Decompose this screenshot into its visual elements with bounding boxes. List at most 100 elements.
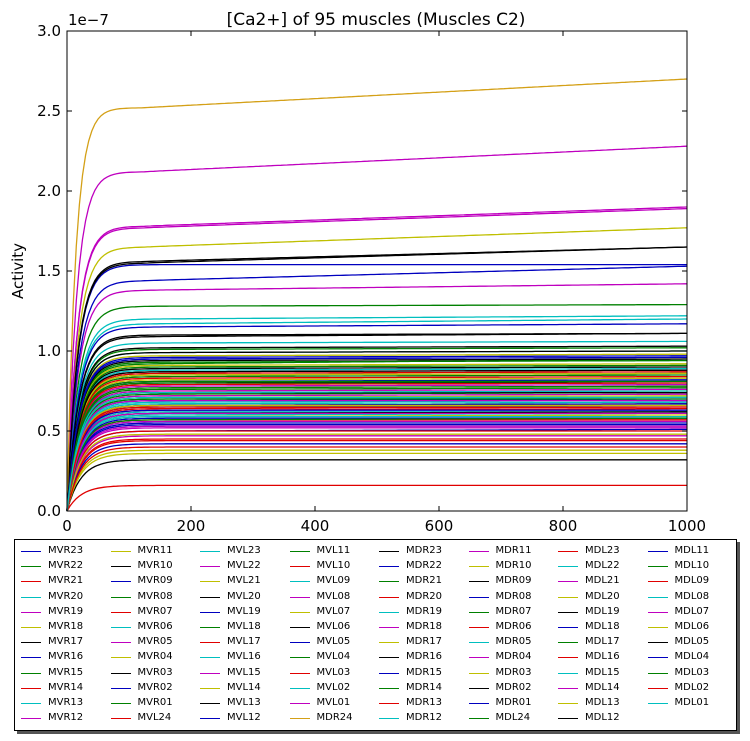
legend-swatch bbox=[21, 566, 41, 568]
legend-label: MDL22 bbox=[585, 560, 620, 572]
series-line-MDR17 bbox=[66, 377, 687, 512]
series-line-MDL07 bbox=[66, 412, 687, 512]
series-line-MDR21 bbox=[66, 374, 687, 512]
series-line-MVL03 bbox=[66, 438, 687, 512]
legend-swatch bbox=[21, 626, 41, 628]
legend-label: MDR18 bbox=[406, 620, 443, 632]
legend-label: MDL20 bbox=[585, 590, 620, 602]
legend-label: MVR23 bbox=[48, 545, 84, 556]
legend-label: MVL02 bbox=[316, 681, 351, 693]
series-line-MVL20 bbox=[66, 345, 687, 512]
legend-swatch bbox=[110, 626, 131, 628]
series-line-MDR22 bbox=[66, 422, 687, 512]
legend-label: MVR18 bbox=[48, 620, 84, 632]
legend-label: MDR21 bbox=[406, 575, 443, 587]
legend-label: MDL16 bbox=[585, 651, 620, 663]
legend-swatch bbox=[468, 657, 489, 659]
legend-swatch bbox=[558, 581, 578, 583]
series-line-MDR08 bbox=[66, 355, 687, 512]
tick-layer: 0 200 400 600 800 1000 0.0 0.5 1.0 1.5 2.0 2.5 3.0 bbox=[37, 22, 706, 535]
series-line-MDL24 bbox=[66, 364, 687, 512]
legend-swatch bbox=[110, 596, 131, 598]
legend-label: MVL16 bbox=[227, 651, 261, 663]
legend-swatch bbox=[468, 687, 489, 689]
legend-swatch bbox=[379, 702, 399, 704]
legend-swatch bbox=[110, 581, 131, 583]
series-line-MDL10 bbox=[66, 417, 687, 512]
legend-label: MVR16 bbox=[48, 651, 84, 663]
series-line-MDR23 bbox=[66, 332, 687, 512]
series-line-MDR14 bbox=[66, 387, 687, 512]
legend-label: MDR03 bbox=[495, 666, 532, 678]
legend-swatch bbox=[647, 657, 668, 659]
series-line-MVL04 bbox=[66, 398, 687, 512]
series-line-MVL24 bbox=[66, 484, 687, 512]
legend-swatch bbox=[289, 581, 310, 583]
series-line-MVL09 bbox=[66, 340, 687, 512]
legend-swatch bbox=[647, 687, 668, 689]
legend-swatch bbox=[468, 596, 489, 598]
legend-label: MDR07 bbox=[495, 605, 532, 617]
legend-label: MVL20 bbox=[227, 590, 261, 602]
series-line-MDL15 bbox=[66, 415, 687, 512]
legend-label: MDR24 bbox=[316, 712, 353, 724]
y-tick-label: 2.0 bbox=[37, 182, 61, 200]
legend-swatch bbox=[379, 672, 399, 674]
legend-swatch bbox=[379, 596, 399, 598]
legend-swatch bbox=[647, 626, 668, 628]
legend-label: MVR02 bbox=[137, 681, 173, 693]
legend-swatch bbox=[289, 718, 310, 720]
legend-swatch bbox=[200, 687, 220, 689]
y-axis-label: Activity bbox=[9, 243, 27, 299]
series-line-MDR09 bbox=[66, 366, 687, 512]
legend-label: MVL21 bbox=[227, 575, 261, 587]
legend-swatch bbox=[200, 702, 220, 704]
legend-swatch bbox=[379, 581, 399, 583]
legend-swatch bbox=[21, 702, 41, 704]
legend-swatch bbox=[110, 702, 131, 704]
series-line-MDL09 bbox=[66, 375, 687, 512]
legend-swatch bbox=[21, 718, 41, 720]
legend-swatch bbox=[110, 718, 131, 720]
legend-swatch bbox=[647, 642, 668, 644]
legend-label: MDL17 bbox=[585, 636, 620, 648]
legend-swatch bbox=[21, 672, 41, 674]
series-line-MDL18 bbox=[66, 409, 687, 512]
legend-swatch bbox=[289, 657, 310, 659]
legend-label: MDL23 bbox=[585, 545, 620, 556]
series-line-MDL13 bbox=[66, 372, 687, 512]
legend-swatch bbox=[647, 702, 668, 704]
legend-label: MVL12 bbox=[227, 712, 261, 724]
x-tick-label: 800 bbox=[549, 517, 578, 535]
series-line-MVL15 bbox=[66, 388, 687, 512]
series-line-MDR19 bbox=[66, 367, 687, 512]
legend-label: MDL10 bbox=[674, 560, 710, 572]
legend-swatch bbox=[289, 642, 310, 644]
series-layer bbox=[66, 78, 688, 512]
legend-label: MVL13 bbox=[227, 696, 261, 708]
series-line-MVL08 bbox=[66, 206, 688, 512]
legend-label: MDR02 bbox=[495, 681, 532, 693]
legend-swatch bbox=[647, 551, 668, 552]
legend-label: MDR22 bbox=[406, 560, 443, 572]
legend-swatch bbox=[200, 642, 220, 644]
legend-label: MDR19 bbox=[406, 605, 443, 617]
legend-label: MVR05 bbox=[137, 636, 173, 648]
legend-swatch bbox=[200, 672, 220, 674]
legend-swatch bbox=[110, 642, 131, 644]
legend-label: MVL15 bbox=[227, 666, 261, 678]
series-line-MDL14 bbox=[66, 399, 687, 512]
legend-label: MVR08 bbox=[137, 590, 173, 602]
x-tick-label: 600 bbox=[425, 517, 454, 535]
y-tick-label: 0.0 bbox=[37, 502, 61, 520]
series-line-MDL04 bbox=[66, 356, 687, 512]
legend-swatch bbox=[379, 657, 399, 659]
legend-swatch bbox=[379, 642, 399, 644]
series-line-MDL03 bbox=[66, 380, 687, 512]
series-line-MVR14 bbox=[66, 439, 687, 512]
legend-swatch bbox=[110, 611, 131, 613]
legend-label: MVR03 bbox=[137, 666, 173, 678]
legend-label: MVL19 bbox=[227, 605, 261, 617]
legend-swatch bbox=[110, 551, 131, 552]
series-line-MDL20 bbox=[66, 433, 687, 512]
